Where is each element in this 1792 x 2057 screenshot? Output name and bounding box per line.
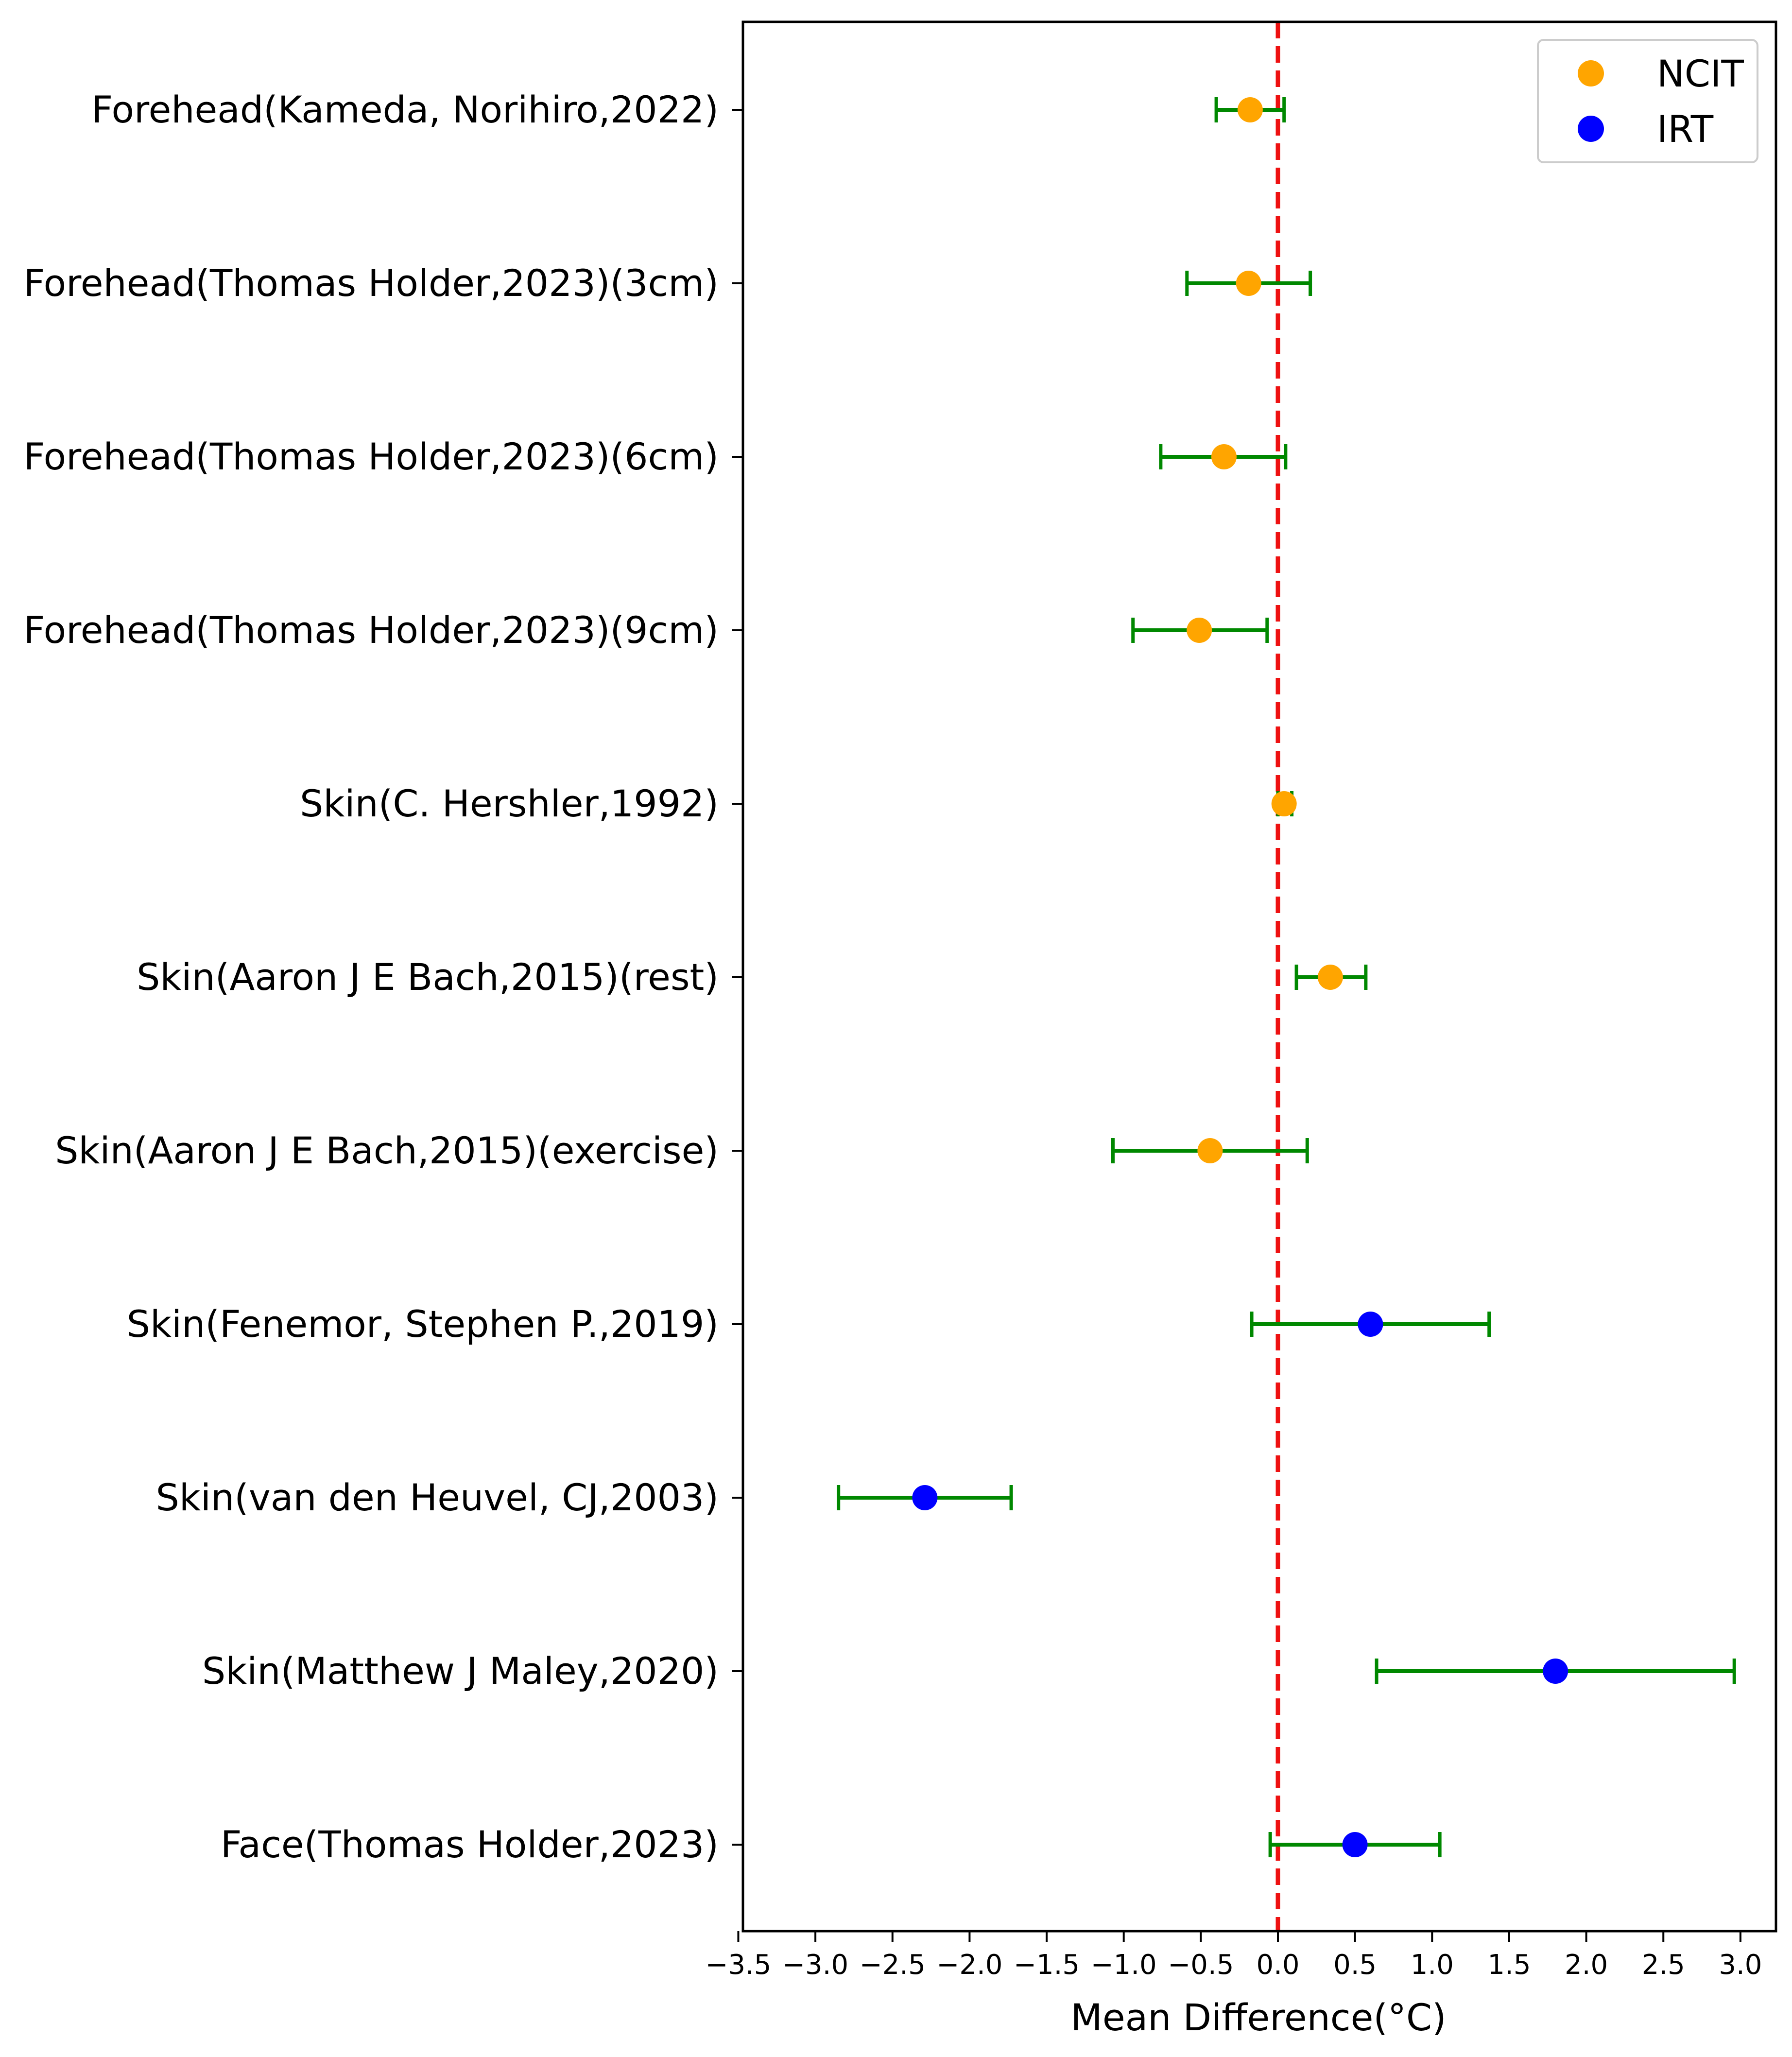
mean-point: [1317, 965, 1343, 990]
y-tick-label: Face(Thomas Holder,2023): [221, 1823, 719, 1866]
y-tick-label: Skin(Aaron J E Bach,2015)(rest): [137, 955, 719, 999]
y-tick-label: Skin(Matthew J Maley,2020): [202, 1649, 719, 1693]
mean-point: [1543, 1659, 1568, 1684]
x-tick-label: 2.5: [1642, 1949, 1685, 1981]
x-tick-label: −1.5: [1014, 1949, 1080, 1981]
legend-label: NCIT: [1657, 52, 1744, 95]
x-tick-label: 3.0: [1719, 1949, 1762, 1981]
y-tick-label: Forehead(Kameda, Norihiro,2022): [91, 88, 719, 131]
mean-point: [1236, 271, 1261, 296]
y-tick-label: Forehead(Thomas Holder,2023)(6cm): [24, 435, 719, 478]
legend-marker: [1578, 60, 1604, 86]
x-tick-label: 0.5: [1333, 1949, 1377, 1981]
x-tick-label: −1.0: [1091, 1949, 1157, 1981]
x-tick-label: 1.5: [1487, 1949, 1531, 1981]
y-tick-label: Skin(van den Heuvel, CJ,2003): [156, 1476, 719, 1519]
mean-point: [1197, 1138, 1223, 1163]
legend-marker: [1578, 116, 1604, 142]
y-tick-label: Skin(Aaron J E Bach,2015)(exercise): [55, 1129, 719, 1172]
x-tick-label: 1.0: [1411, 1949, 1454, 1981]
x-tick-label: −3.0: [782, 1949, 848, 1981]
mean-point: [1187, 618, 1212, 643]
legend: NCIT IRT: [1537, 39, 1758, 163]
y-tick-label: Skin(C. Hershler,1992): [300, 782, 719, 825]
legend-label: IRT: [1657, 107, 1714, 151]
x-tick-label: −3.5: [705, 1949, 771, 1981]
plot-layer: [837, 22, 1736, 1931]
x-axis: −3.5 −3.0 −2.5 −2.0 −1.5 −1.0 −0.5 0.0 0.5 1.0 1.5…: [705, 1931, 1762, 1981]
mean-point: [1342, 1832, 1368, 1857]
mean-point: [1211, 444, 1237, 469]
y-tick-label: Forehead(Thomas Holder,2023)(3cm): [24, 261, 719, 305]
mean-point: [1358, 1312, 1383, 1337]
y-axis: Forehead(Kameda, Norihiro,2022) Forehead(…: [24, 88, 743, 1866]
mean-point: [1237, 97, 1263, 122]
x-tick-label: 0.0: [1256, 1949, 1299, 1981]
x-tick-label: −2.0: [936, 1949, 1002, 1981]
x-tick-label: 2.0: [1565, 1949, 1608, 1981]
y-tick-label: Skin(Fenemor, Stephen P.,2019): [127, 1302, 719, 1346]
x-tick-label: −0.5: [1168, 1949, 1234, 1981]
y-tick-label: Forehead(Thomas Holder,2023)(9cm): [24, 608, 719, 652]
mean-point: [1271, 791, 1297, 816]
x-axis-label: Mean Difference(°C): [1070, 1996, 1446, 2039]
x-tick-label: −2.5: [860, 1949, 926, 1981]
mean-point: [912, 1485, 938, 1510]
